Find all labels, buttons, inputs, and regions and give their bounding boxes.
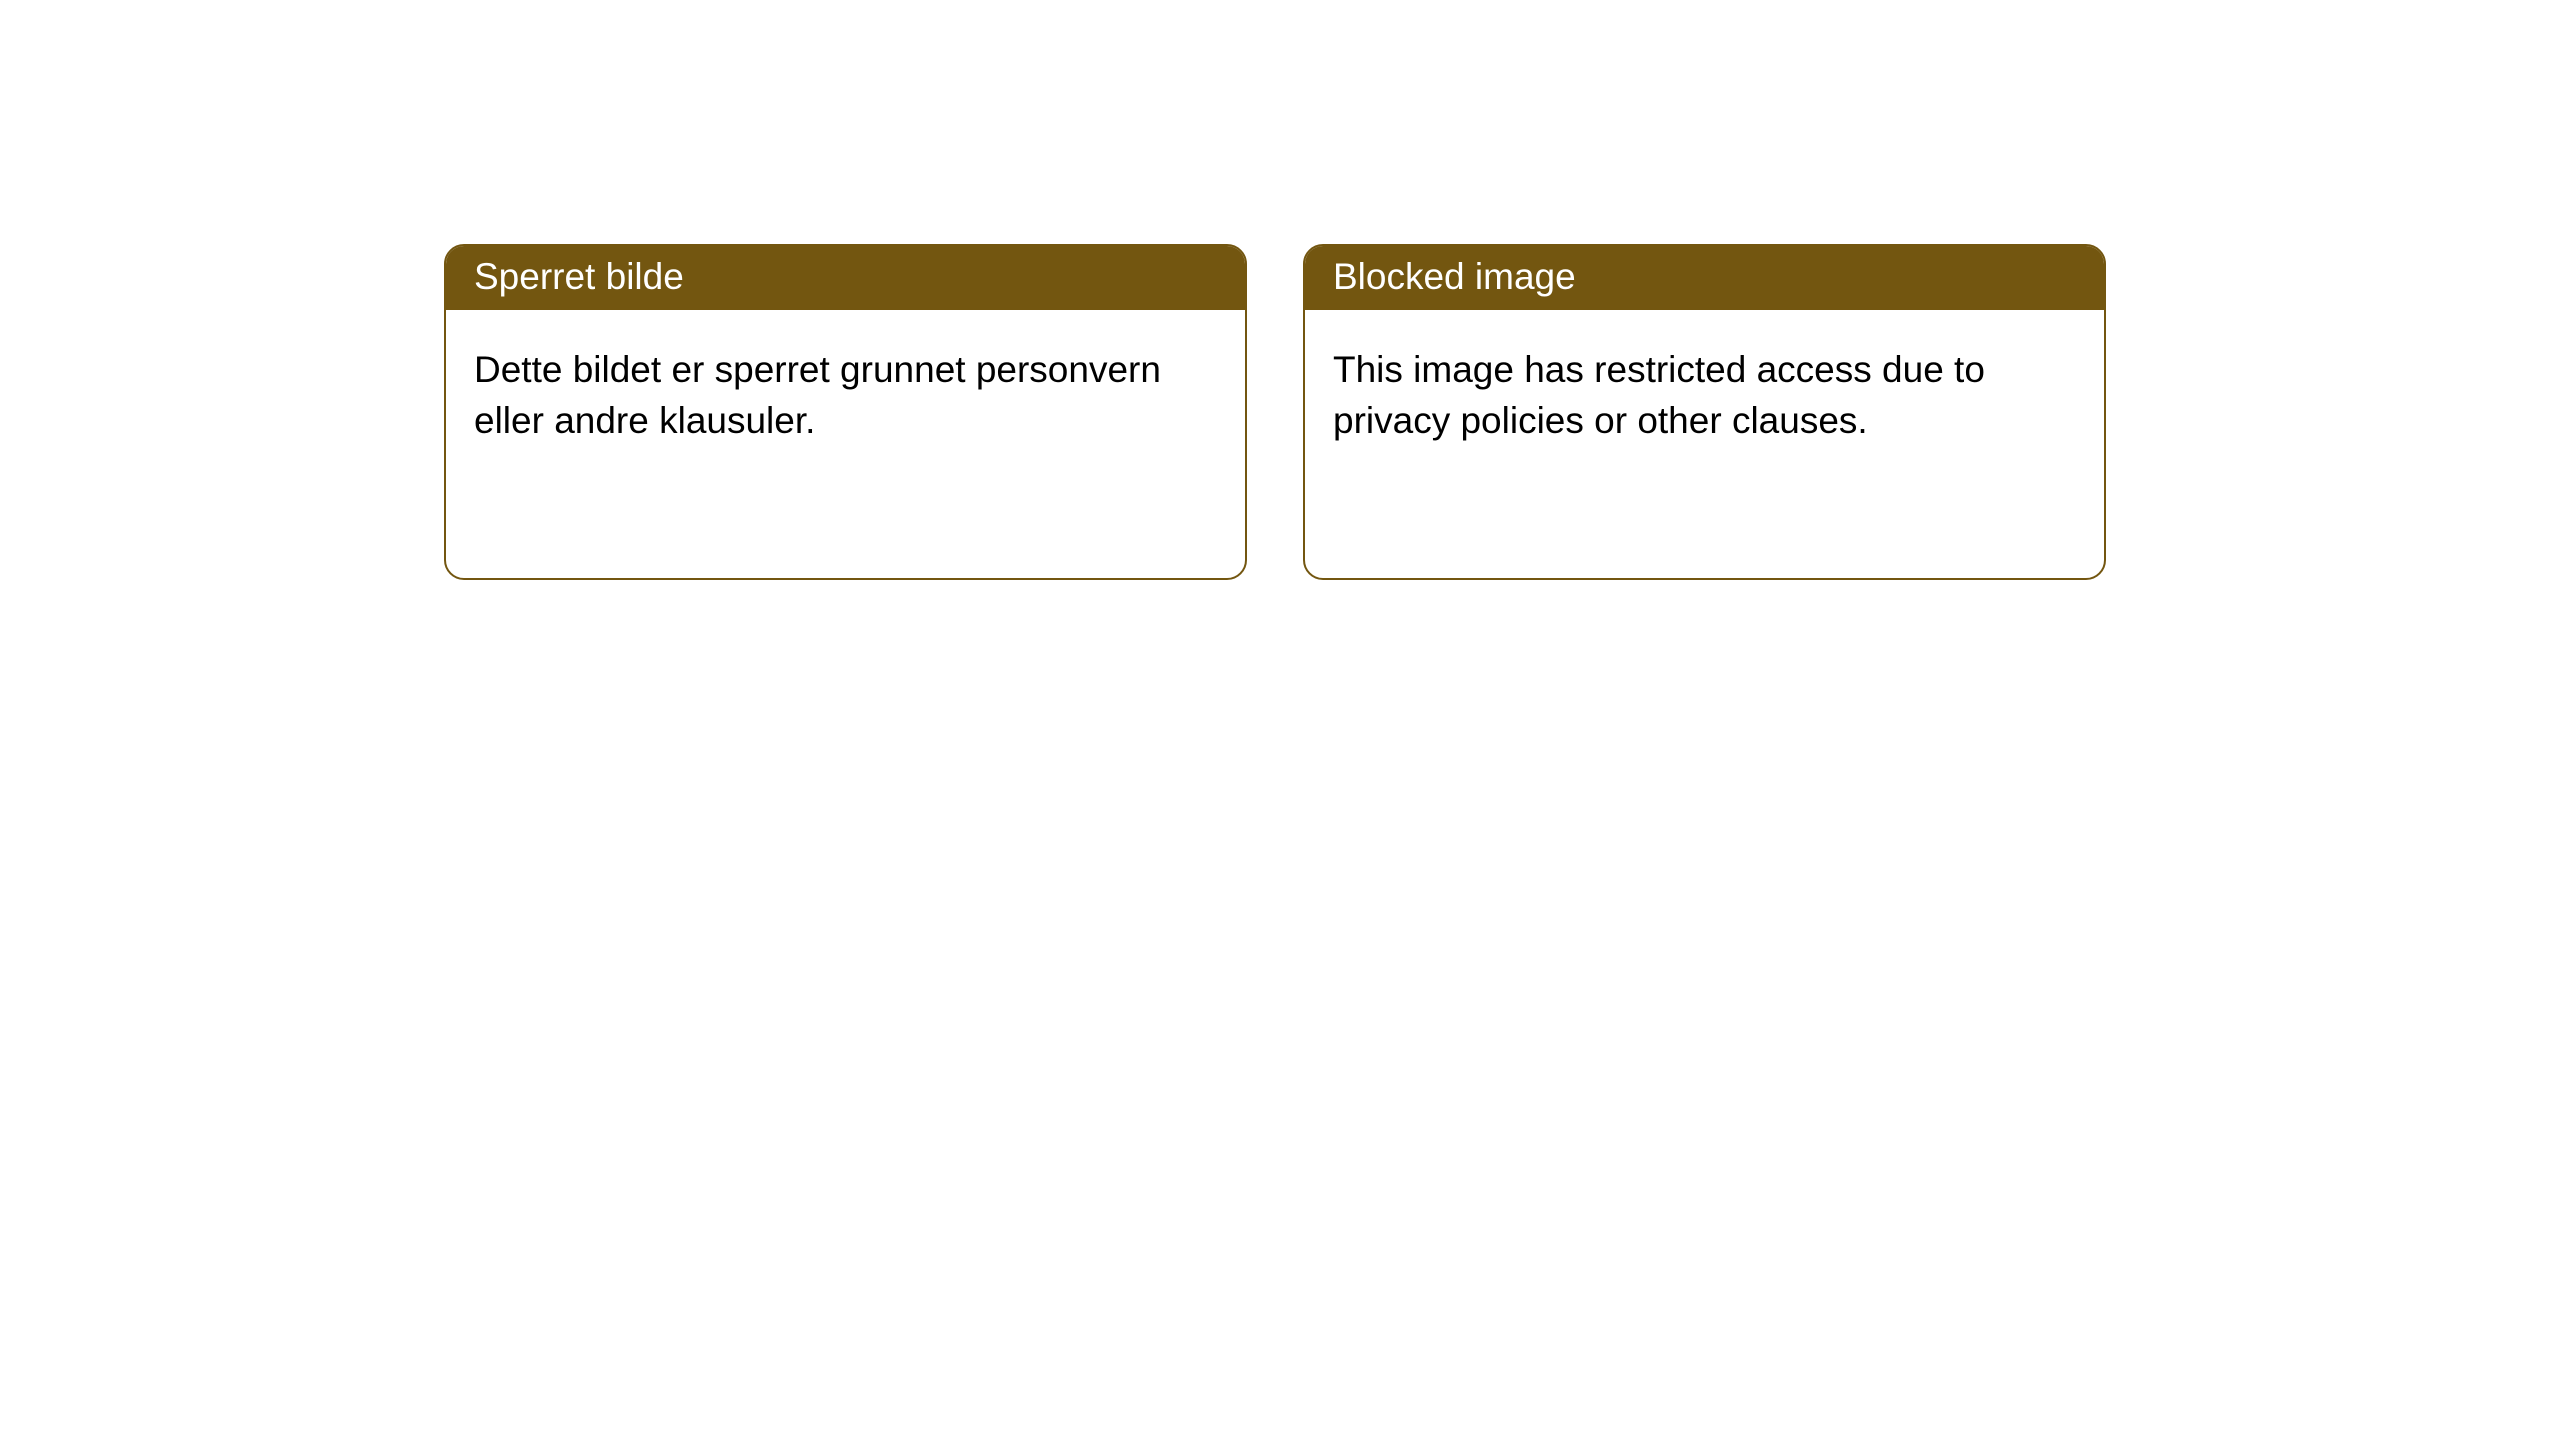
notice-card-english: Blocked image This image has restricted … [1303, 244, 2106, 580]
notice-card-norwegian: Sperret bilde Dette bildet er sperret gr… [444, 244, 1247, 580]
notices-container: Sperret bilde Dette bildet er sperret gr… [0, 0, 2560, 580]
notice-body: This image has restricted access due to … [1305, 310, 2104, 480]
notice-header: Blocked image [1305, 246, 2104, 310]
notice-header: Sperret bilde [446, 246, 1245, 310]
notice-body: Dette bildet er sperret grunnet personve… [446, 310, 1245, 480]
